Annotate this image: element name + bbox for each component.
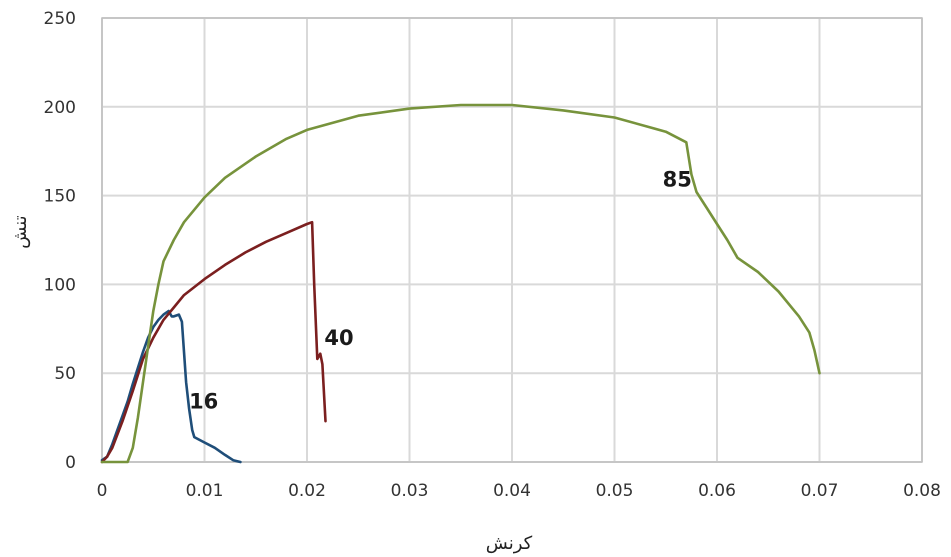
series-label-85: 85 <box>663 168 692 192</box>
y-tick-label: 100 <box>44 275 76 295</box>
y-tick-label: 250 <box>44 9 76 29</box>
y-tick-label: 200 <box>44 98 76 118</box>
x-tick-label: 0.03 <box>391 481 429 501</box>
x-tick-label: 0.01 <box>186 481 224 501</box>
series-labels: 16 40 85 <box>189 168 692 414</box>
series-label-16: 16 <box>189 390 218 414</box>
y-axis-title: تنش <box>10 215 31 248</box>
x-tick-label: 0.06 <box>698 481 736 501</box>
y-tick-label: 0 <box>65 453 76 473</box>
x-axis-title: کرنش <box>486 533 533 554</box>
series-label-40: 40 <box>324 326 353 350</box>
series-line-16 <box>100 309 242 464</box>
x-tick-label: 0.04 <box>493 481 531 501</box>
series-line-85 <box>100 103 821 464</box>
plot-frame <box>101 17 923 463</box>
y-tick-label: 150 <box>44 187 76 207</box>
x-tick-label: 0.02 <box>288 481 326 501</box>
grid-lines <box>101 17 923 463</box>
y-tick-label: 50 <box>54 364 76 384</box>
x-tick-label: 0.07 <box>801 481 839 501</box>
series-lines <box>100 103 821 464</box>
x-tick-label: 0 <box>97 481 108 501</box>
x-tick-label: 0.05 <box>596 481 634 501</box>
x-tick-label: 0.08 <box>903 481 941 501</box>
series-line-40 <box>100 220 327 464</box>
tick-labels: 0 0.01 0.02 0.03 0.04 0.05 0.06 0.07 0.08 0 50 100 1… <box>44 9 941 501</box>
